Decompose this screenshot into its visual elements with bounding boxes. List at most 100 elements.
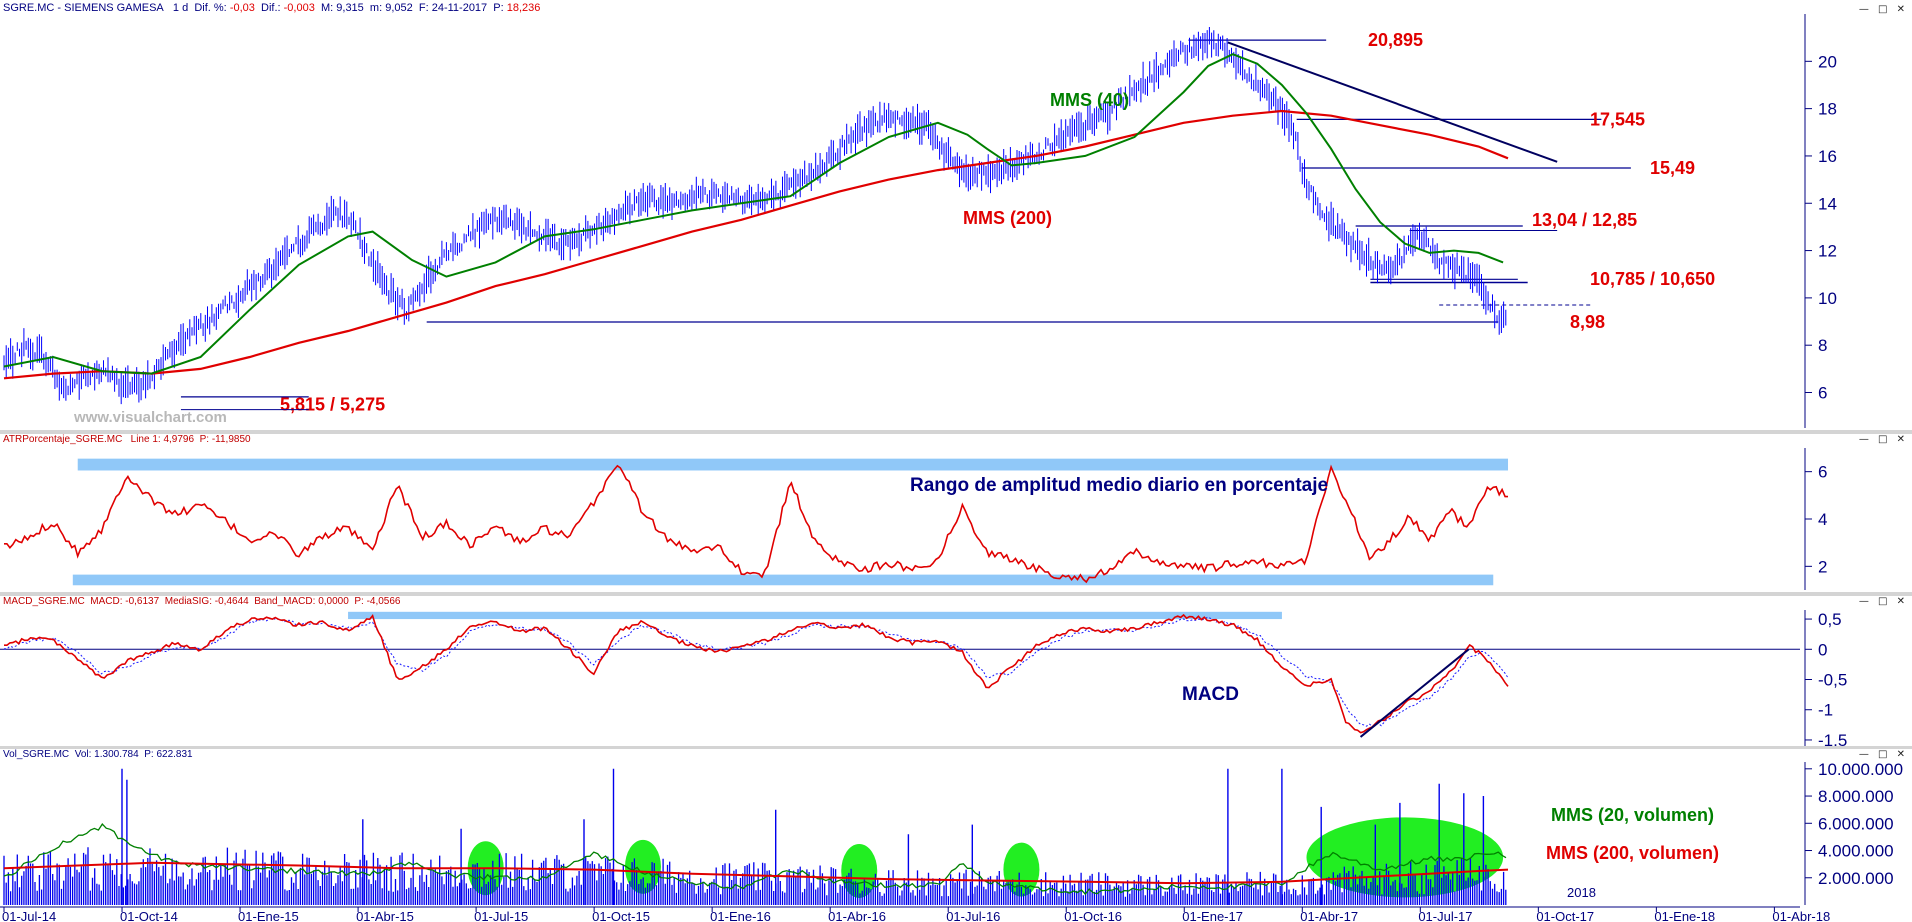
- vol-value: 1.300.784: [94, 749, 139, 760]
- price-y-tick-label: 18: [1818, 100, 1837, 119]
- macd-line: [4, 613, 1509, 734]
- max-label: M:: [320, 2, 334, 14]
- macd-signal-line: [3, 616, 1509, 727]
- x-axis-tick-label: 01-Abr-15: [356, 909, 414, 922]
- symbol-label: SGRE.MC - SIEMENS GAMESA: [3, 2, 164, 14]
- price-level-label: 5,815 / 5,275: [280, 394, 385, 414]
- price-y-tick-label: 14: [1818, 194, 1837, 213]
- atr-line: [4, 464, 1508, 584]
- macd-p-value: -4,0566: [366, 596, 401, 607]
- atr-p-label: P:: [199, 434, 210, 445]
- macd-trendline: [1359, 648, 1470, 738]
- price-y-tick-label: 16: [1818, 147, 1837, 166]
- volume-bars: [3, 847, 1507, 905]
- dif-value: -0,003: [283, 2, 315, 14]
- x-axis-tick-label: 01-Abr-17: [1300, 909, 1358, 922]
- macd-value: -0,6137: [125, 596, 160, 607]
- atr-panel-bg: [0, 434, 1912, 592]
- macd-window-buttons[interactable]: — □ ✕: [1858, 596, 1908, 607]
- volume-y-tick-label: 6.000.000: [1818, 814, 1894, 833]
- macd-y-tick-label: 0,5: [1818, 610, 1842, 629]
- atr-band-upper: [77, 458, 1509, 471]
- macd-y-tick-label: -1,5: [1818, 731, 1847, 750]
- macd-y-tick-label: 0: [1818, 640, 1827, 659]
- x-axis-tick-label: 01-Ene-16: [710, 909, 771, 922]
- panel-separator: [0, 430, 1912, 434]
- period-label: 1 d: [172, 2, 189, 14]
- atr-y-tick-label: 6: [1818, 463, 1827, 482]
- panel-separator: [0, 592, 1912, 596]
- x-axis-tick-label: 01-Jul-15: [474, 909, 528, 922]
- dif-label: Dif.:: [261, 2, 281, 14]
- panel-separator: [0, 746, 1912, 749]
- x-axis-tick-label: 01-Ene-17: [1182, 909, 1243, 922]
- price-panel-bg: [0, 0, 1912, 430]
- macd-label: MACD:: [90, 596, 123, 607]
- p-value: 18,236: [506, 2, 541, 14]
- volume-y-tick-label: 10.000.000: [1818, 760, 1903, 779]
- macd-sig-value: -0,4644: [214, 596, 249, 607]
- min-value: 9,052: [385, 2, 413, 14]
- price-level-label: 13,04 / 12,85: [1532, 210, 1637, 230]
- x-axis-tick-label: 01-Oct-15: [592, 909, 650, 922]
- atr-p-value: -11,9850: [211, 434, 251, 445]
- price-y-tick-label: 6: [1818, 384, 1827, 403]
- x-axis-tick-label: 01-Oct-14: [120, 909, 178, 922]
- dif-pct-value: -0,03: [229, 2, 255, 14]
- atr-name: ATRPorcentaje_SGRE.MC: [3, 434, 123, 445]
- price-window-buttons[interactable]: — □ ✕: [1858, 4, 1908, 15]
- volume-sma20-line: [3, 823, 1507, 896]
- atr-band-lower: [72, 574, 1494, 586]
- min-label: m:: [369, 2, 383, 14]
- x-axis-tick-label: 01-Oct-16: [1064, 909, 1122, 922]
- atr-annotation: Rango de amplitud medio diario en porcen…: [910, 475, 1328, 496]
- price-level-label: 15,49: [1650, 158, 1695, 178]
- volume-window-buttons[interactable]: — □ ✕: [1858, 749, 1908, 760]
- vol-p-label: P:: [144, 749, 154, 760]
- volume-panel-header: Vol_SGRE.MC Vol: 1.300.784 P: 622.831: [3, 749, 193, 760]
- volume-highlight-zone: [841, 843, 878, 898]
- price-trendline: [1227, 41, 1558, 163]
- x-axis-tick-label: 01-Jul-16: [946, 909, 1000, 922]
- macd-band-label: Band_MACD:: [254, 596, 316, 607]
- volume-sma200-line: [3, 861, 1509, 885]
- atr-y-tick-label: 4: [1818, 510, 1827, 529]
- atr-line-label: Line 1:: [130, 434, 161, 445]
- volume-sma20-label: MMS (20, volumen): [1551, 805, 1714, 825]
- vol-label: Vol:: [74, 749, 92, 760]
- price-panel-header: SGRE.MC - SIEMENS GAMESA 1 d Dif. %: -0,…: [3, 2, 540, 14]
- x-axis-tick-label: 01-Jul-14: [2, 909, 56, 922]
- atr-window-buttons[interactable]: — □ ✕: [1858, 434, 1908, 445]
- x-axis-tick-label: 01-Abr-16: [828, 909, 886, 922]
- max-value: 9,315: [336, 2, 364, 14]
- sma40-annotation: MMS (40): [1050, 90, 1129, 110]
- macd-y-tick-label: -1: [1818, 701, 1833, 720]
- date-label: F:: [418, 2, 429, 14]
- volume-y-tick-label: 8.000.000: [1818, 787, 1894, 806]
- price-y-tick-label: 10: [1818, 289, 1837, 308]
- volume-y-tick-label: 4.000.000: [1818, 842, 1894, 861]
- macd-y-tick-label: -0,5: [1818, 671, 1847, 690]
- price-level-label: 17,545: [1590, 109, 1645, 129]
- price-y-tick-label: 20: [1818, 52, 1837, 71]
- atr-line-value: 4,9796: [163, 434, 195, 445]
- volume-sma200-label: MMS (200, volumen): [1546, 843, 1719, 863]
- watermark: www.visualchart.com: [73, 409, 227, 426]
- p-label: P:: [493, 2, 504, 14]
- sma200-line: [3, 109, 1509, 380]
- x-axis-tick-label: 01-Jul-17: [1418, 909, 1472, 922]
- volume-panel-bg: [0, 749, 1912, 907]
- x-axis-tick-label: 01-Abr-18: [1772, 909, 1830, 922]
- price-level-label: 8,98: [1570, 312, 1605, 332]
- macd-band-highlight: [348, 611, 1282, 620]
- macd-panel-header: MACD_SGRE.MC MACD: -0,6137 MediaSIG: -0,…: [3, 596, 401, 607]
- price-y-tick-label: 8: [1818, 336, 1827, 355]
- price-bars: [3, 27, 1507, 405]
- macd-name: MACD_SGRE.MC: [3, 596, 85, 607]
- vol-p-value: 622.831: [156, 749, 193, 760]
- dif-pct-label: Dif. %:: [194, 2, 227, 14]
- atr-panel-header: ATRPorcentaje_SGRE.MC Line 1: 4,9796 P: …: [3, 434, 251, 445]
- atr-y-tick-label: 2: [1818, 557, 1827, 576]
- price-level-label: 20,895: [1368, 30, 1423, 50]
